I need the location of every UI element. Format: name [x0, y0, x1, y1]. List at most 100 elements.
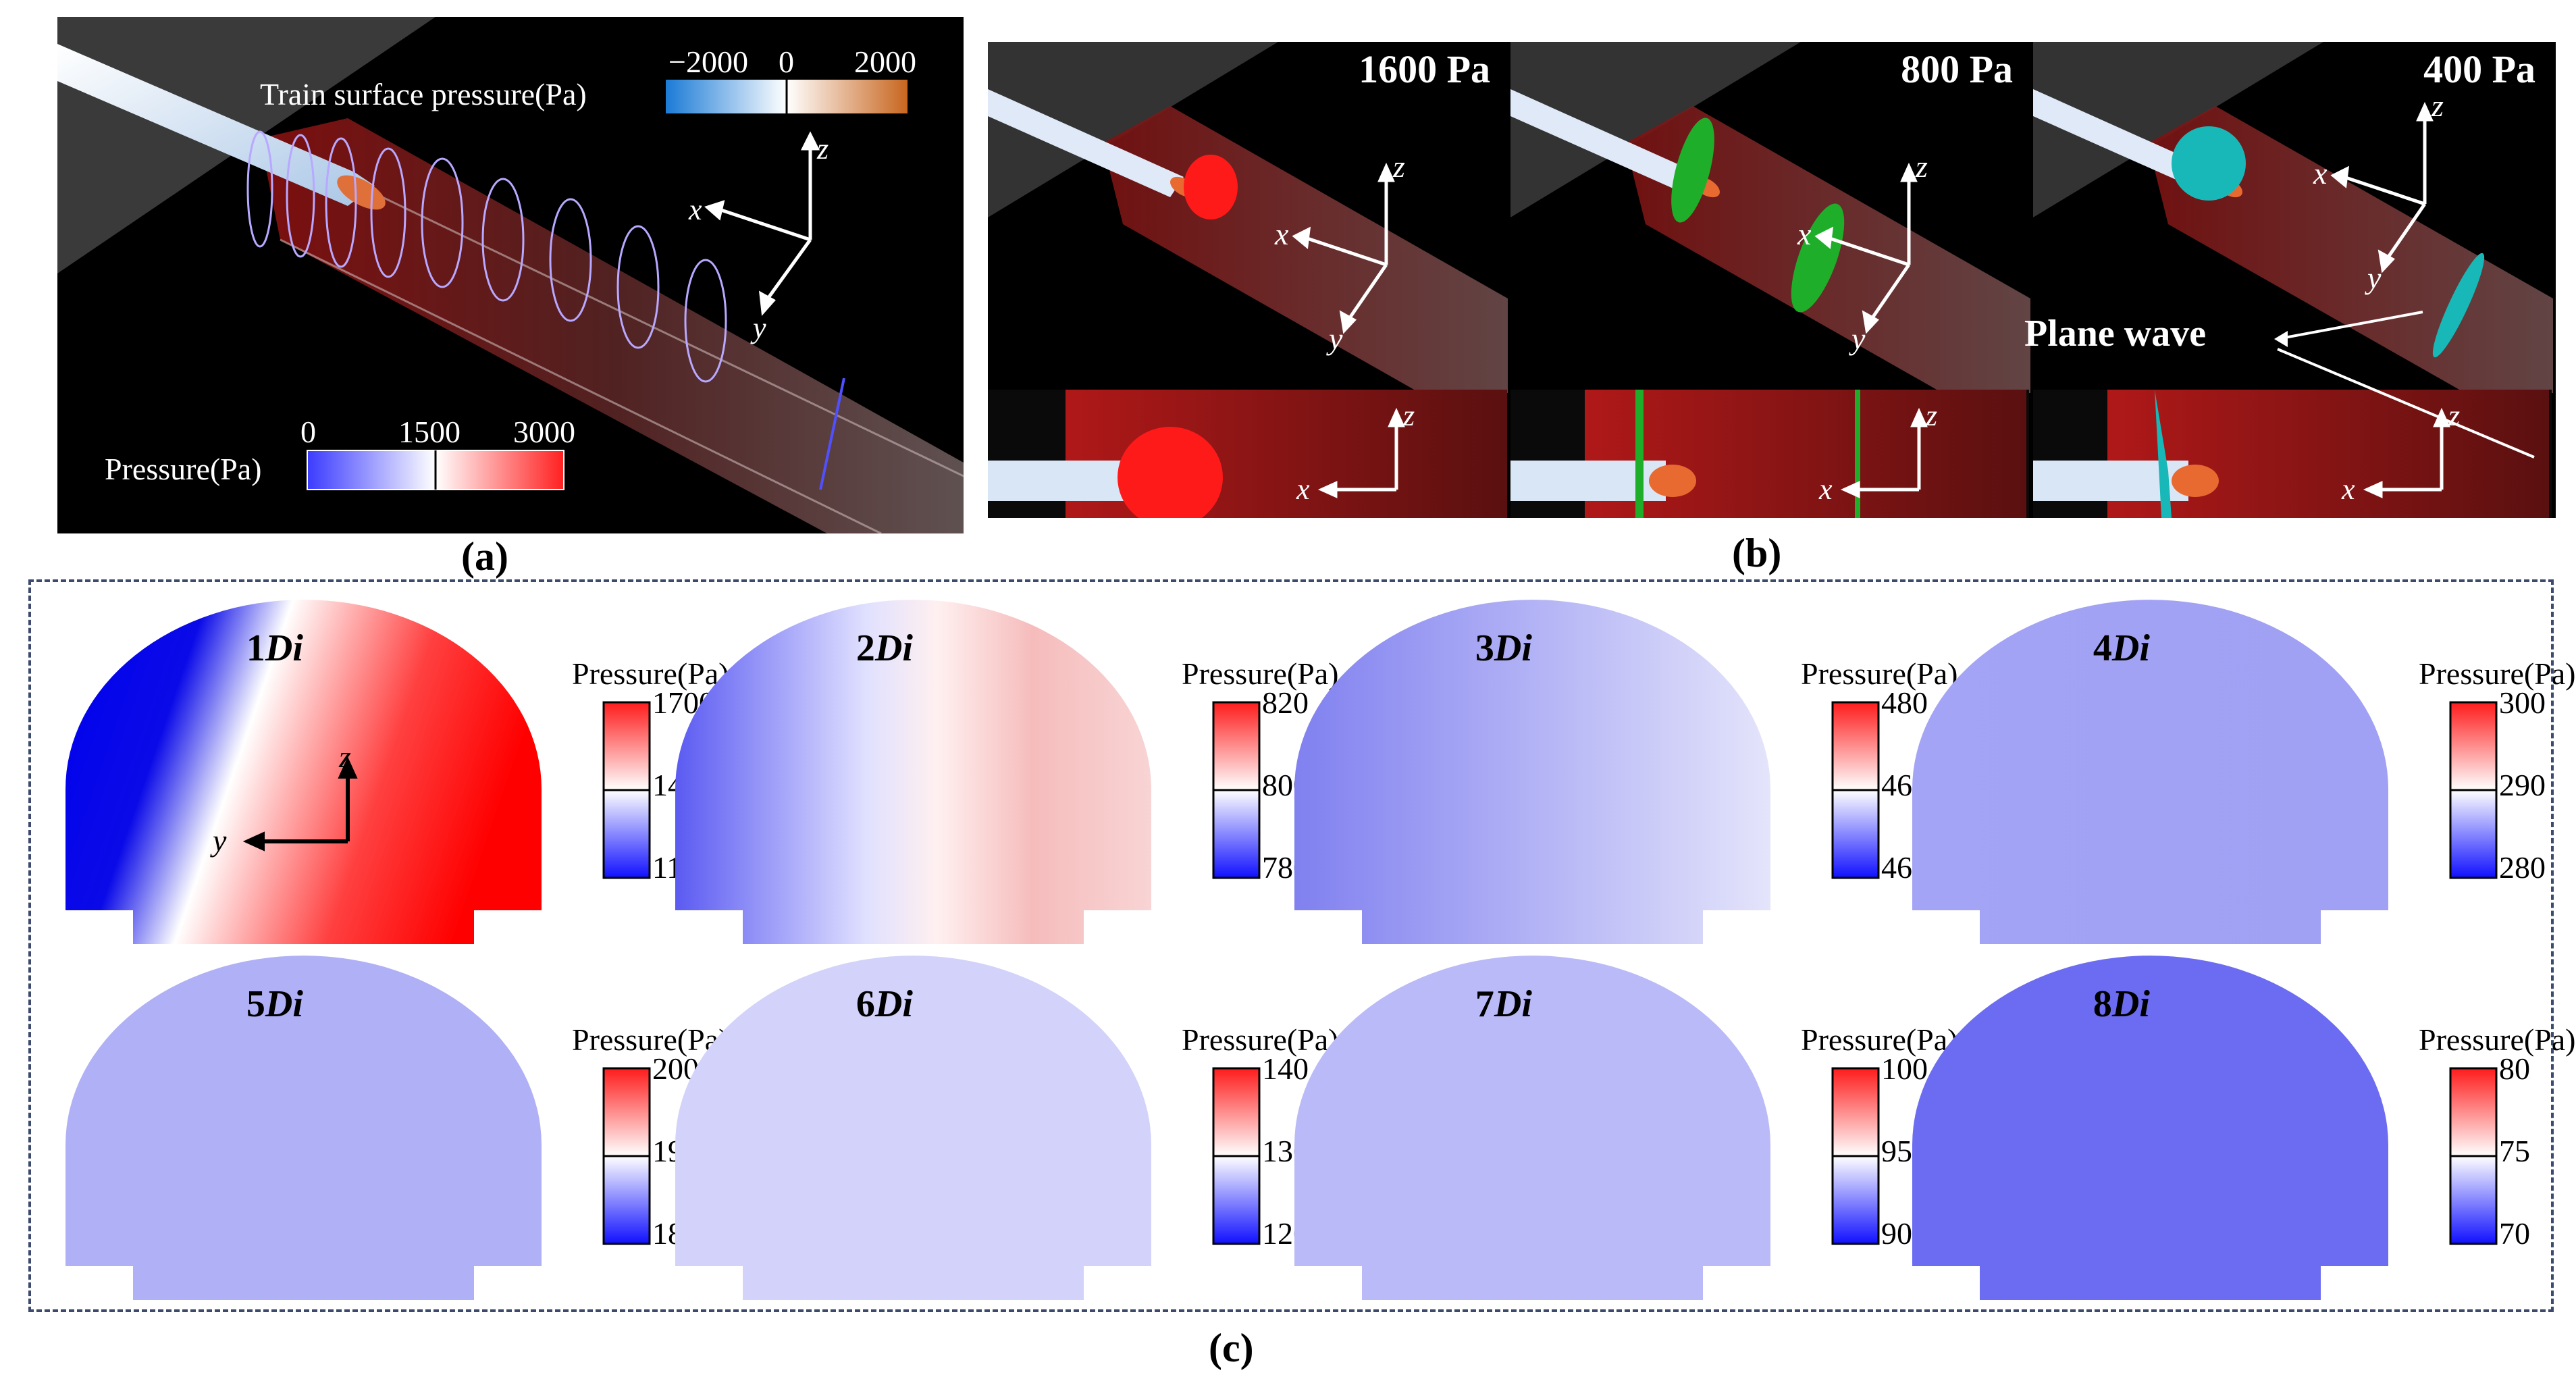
section-axes: [242, 756, 358, 852]
iso-surface: [1671, 117, 1714, 223]
axis-x-label: x: [1296, 473, 1310, 506]
axis-z-label: z: [1915, 149, 1928, 184]
pressure-colorbar-tick-max: 3000: [513, 415, 575, 449]
train-body: [57, 44, 375, 206]
iso-surface: [1184, 155, 1238, 219]
train-colorbar-label: Train surface pressure(Pa): [260, 77, 587, 111]
cross-section-7: 7Di Pressure(Pa)100 95 90: [1294, 956, 1958, 1300]
colorbar-tick: 95: [1881, 1134, 1912, 1168]
axis-x-label: x: [1274, 217, 1289, 251]
section-title: 7Di: [1475, 983, 1532, 1025]
axis-z-label: z: [2431, 88, 2444, 123]
axes-triad: [1292, 162, 1395, 334]
view-title: 1600 Pa: [1359, 47, 1490, 91]
colorbar-tick: 75: [2499, 1134, 2530, 1168]
colorbar-label: Pressure(Pa): [1801, 656, 1958, 691]
colorbar-label: Pressure(Pa): [572, 1022, 729, 1057]
cross-section-4: 4Di Pressure(Pa)300 290 280: [1912, 600, 2576, 944]
train-colorbar-tick-mid: 0: [779, 45, 794, 79]
section-title: 4Di: [2093, 627, 2150, 669]
axis-z-label: z: [816, 132, 829, 165]
section-shape: [1294, 600, 1770, 944]
axis-x-label: x: [2313, 156, 2328, 190]
section-title: 3Di: [1475, 627, 1532, 669]
iso-surface-plane: [2432, 253, 2485, 358]
side-axes: [1317, 407, 1405, 498]
axis-y-label: y: [1849, 321, 1866, 356]
caption-c: (c): [1209, 1326, 1254, 1370]
panel-a: z x y Train surface pressure(Pa) −2000 0…: [57, 17, 964, 533]
pressure-colorbar-tick-min: 0: [300, 415, 316, 449]
section-shape: [1912, 956, 2388, 1300]
view-title: 400 Pa: [2423, 47, 2535, 91]
section-shape: [675, 600, 1151, 944]
pressure-colorbar-tick-mid: 1500: [398, 415, 461, 449]
axis-z-label: z: [1925, 399, 1937, 432]
plane-wave-label: Plane wave: [2024, 313, 2206, 355]
axes-triad: [2330, 101, 2434, 273]
colorbar-tick: 280: [2499, 850, 2546, 885]
axis-x-label: x: [1818, 473, 1833, 506]
axis-y-label: y: [750, 311, 766, 344]
iso-surface: [2172, 126, 2246, 201]
pressure-colorbar-label: Pressure(Pa): [105, 452, 262, 486]
cross-section-8: 8Di Pressure(Pa)80 75 70: [1912, 956, 2576, 1300]
axis-x-label: x: [688, 193, 702, 226]
axis-y-label: y: [1326, 321, 1343, 356]
panel-c-frame: [28, 579, 2554, 1312]
axes-triad-a: [704, 131, 820, 316]
train-colorbar-tick-min: −2000: [668, 45, 748, 79]
panel-b: 1600 Pa z x y z x 800 Pa z x y z x 400 Pa z x y z x Plane…: [988, 42, 2556, 518]
axis-z-label: z: [1392, 149, 1405, 184]
side-axes: [1840, 407, 1928, 498]
caption-b: (b): [1732, 531, 1782, 575]
pressure-contours: [246, 130, 727, 383]
colorbar-label: Pressure(Pa): [1182, 1022, 1339, 1057]
colorbar-label: Pressure(Pa): [2419, 1022, 2576, 1057]
axis-y-label: y: [2365, 261, 2382, 295]
section-title: 6Di: [856, 983, 913, 1025]
iso-view-1: 1600 Pa z x y z x: [988, 42, 1508, 518]
panel-a-graphic: z x y Train surface pressure(Pa) −2000 0…: [57, 17, 964, 533]
colorbar-tick: 100: [1881, 1051, 1928, 1086]
train-nose: [337, 175, 386, 210]
colorbar-tick: 300: [2499, 685, 2546, 720]
section-shape: [65, 600, 542, 944]
train-colorbar-tick-max: 2000: [854, 45, 916, 79]
colorbar-tick: 70: [2499, 1216, 2530, 1251]
colorbar-tick: 480: [1881, 685, 1928, 720]
axis-x-label: x: [2341, 473, 2355, 506]
colorbar-tick: 80: [2499, 1051, 2530, 1086]
colorbar-label: Pressure(Pa): [2419, 656, 2576, 691]
section-shape: [1912, 600, 2388, 944]
axes-triad: [1814, 162, 1918, 334]
caption-a: (a): [461, 534, 508, 579]
section-shape: [675, 956, 1151, 1300]
axis-z-label: z: [1402, 399, 1415, 432]
colorbar-tick: 290: [2499, 768, 2546, 802]
colorbar-tick: 140: [1262, 1051, 1309, 1086]
colorbar-label: Pressure(Pa): [1801, 1022, 1958, 1057]
section-title: 1Di: [246, 627, 303, 669]
section-shape: [65, 956, 542, 1300]
section-title: 2Di: [856, 627, 913, 669]
section-shape: [1294, 956, 1770, 1300]
colorbar-tick: 820: [1262, 685, 1309, 720]
section-title: 8Di: [2093, 983, 2150, 1025]
view-title: 800 Pa: [1901, 47, 2013, 91]
colorbar-tick: 90: [1881, 1216, 1912, 1251]
axis-z-label: z: [338, 739, 351, 774]
axis-y-label: y: [210, 823, 227, 858]
axis-x-label: x: [1797, 217, 1812, 251]
colorbar-label: Pressure(Pa): [1182, 656, 1339, 691]
section-title: 5Di: [246, 983, 303, 1025]
iso-view-2: 800 Pa z x y z x: [1510, 42, 2030, 518]
